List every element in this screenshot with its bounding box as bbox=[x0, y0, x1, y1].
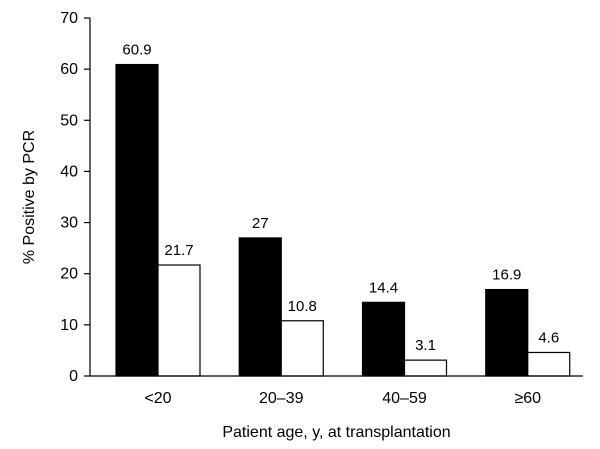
bar-value-label: 4.6 bbox=[538, 329, 559, 346]
y-tick-label: 30 bbox=[60, 215, 78, 232]
y-tick-label: 20 bbox=[60, 266, 78, 283]
y-tick-label: 60 bbox=[60, 61, 78, 78]
bar-value-label: 27 bbox=[252, 215, 269, 232]
bars bbox=[115, 63, 571, 377]
bar-value-label: 60.9 bbox=[122, 42, 151, 59]
data-labels: 60.9 21.7 27 10.8 14.4 3.1 16.9 4.6 bbox=[122, 42, 559, 355]
x-category-label: <20 bbox=[144, 390, 171, 407]
y-tick-label: 0 bbox=[69, 368, 78, 385]
bar bbox=[115, 63, 159, 377]
x-category-label: ≥60 bbox=[514, 390, 541, 407]
y-tick-label: 40 bbox=[60, 163, 78, 180]
bar-value-label: 16.9 bbox=[492, 267, 521, 284]
x-axis-title: Patient age, y, at transplantation bbox=[222, 424, 450, 441]
bar bbox=[485, 288, 529, 377]
bar-value-label: 10.8 bbox=[288, 298, 317, 315]
bar bbox=[403, 359, 448, 377]
y-tick-label: 70 bbox=[60, 10, 78, 27]
bar bbox=[361, 301, 406, 377]
bar bbox=[238, 237, 282, 377]
bar bbox=[157, 264, 201, 377]
bar-value-label: 14.4 bbox=[369, 279, 398, 296]
y-axis-title: % Positive by PCR bbox=[21, 130, 38, 264]
bar bbox=[280, 320, 324, 377]
bar-value-label: 3.1 bbox=[415, 337, 436, 354]
y-tick-label: 50 bbox=[60, 112, 78, 129]
y-tick-label: 10 bbox=[60, 317, 78, 334]
y-axis-ticks: 0 10 20 30 40 50 60 70 bbox=[60, 10, 90, 385]
bar-value-label: 21.7 bbox=[164, 242, 193, 259]
x-axis-categories: <20 20–39 40–59 ≥60 bbox=[144, 390, 541, 407]
x-category-label: 40–59 bbox=[382, 390, 427, 407]
bar bbox=[527, 351, 571, 377]
x-category-label: 20–39 bbox=[259, 390, 304, 407]
